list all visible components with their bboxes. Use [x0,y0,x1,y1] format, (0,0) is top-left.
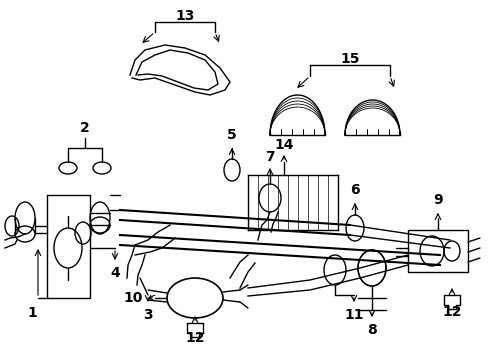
Text: 8: 8 [366,323,376,337]
Text: 5: 5 [226,128,236,142]
Text: 7: 7 [264,150,274,164]
Text: 15: 15 [340,52,359,66]
Text: 2: 2 [80,121,90,135]
Text: 11: 11 [344,308,363,322]
Text: 9: 9 [432,193,442,207]
Text: 12: 12 [441,305,461,319]
Text: 14: 14 [274,138,293,152]
Text: 1: 1 [27,306,37,320]
Text: 13: 13 [175,9,194,23]
Bar [407,230,467,272]
Text: 10: 10 [123,291,142,305]
Text: 3: 3 [143,308,153,322]
Text: 4: 4 [110,266,120,280]
Text: 6: 6 [349,183,359,197]
Text: 12: 12 [185,331,204,345]
